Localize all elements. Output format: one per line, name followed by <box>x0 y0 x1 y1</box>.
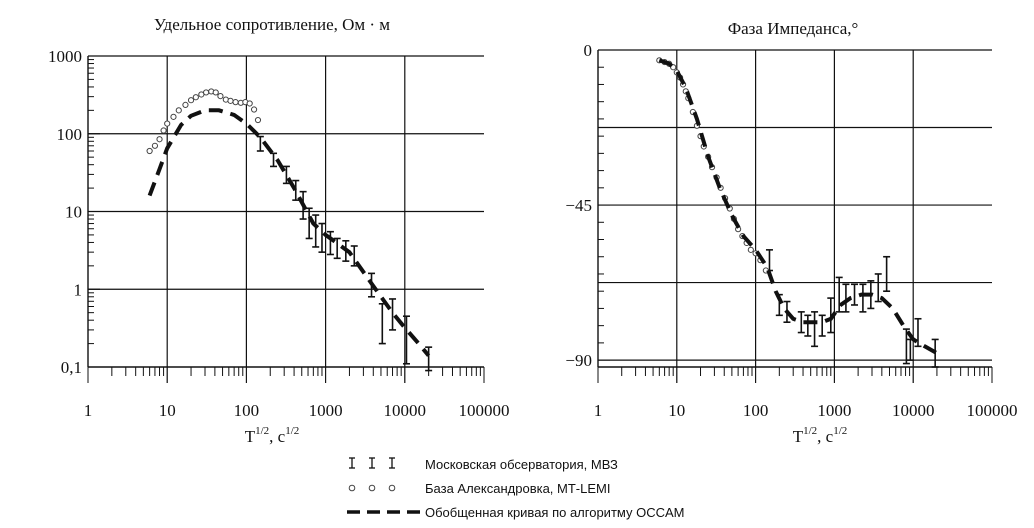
resistivity-mvz-errorbar <box>292 179 300 201</box>
resistivity-lemi-point <box>164 120 171 127</box>
phase-x-tick-label: 1000 <box>817 401 851 420</box>
phase-y-tick-label: 0 <box>584 41 593 60</box>
phase-mvz-errorbar <box>835 276 843 313</box>
resistivity-occam-curve <box>147 108 431 357</box>
legend-label-occam: Обобщенная кривая по алгоритму OCCAM <box>425 505 685 520</box>
legend-circle-marker <box>348 484 396 492</box>
resistivity-y-tick-label: 100 <box>57 125 83 144</box>
legend-label-aleksandrovka: База Александровка, МТ-LEMI <box>425 481 610 496</box>
resistivity-lemi-point <box>151 142 159 149</box>
phase-x-tick-label: 10000 <box>892 401 935 420</box>
resistivity-mvz-errorbar <box>402 315 410 365</box>
resistivity-y-tick-label: 1000 <box>48 47 82 66</box>
phase-occam-curve <box>658 58 938 355</box>
phase-mvz-errorbar <box>914 317 922 348</box>
phase-mvz-errorbar <box>902 328 910 365</box>
phase-mvz-errorbar <box>827 297 835 334</box>
resistivity-x-tick-label: 100000 <box>459 401 510 420</box>
phase-mvz-errorbar <box>883 255 891 292</box>
legend: Московская обсерватория, МВЗ База Алекса… <box>347 457 685 520</box>
phase-mvz-errorbar <box>851 283 859 306</box>
resistivity-lemi-point <box>217 92 224 100</box>
legend-item-moscow: Московская обсерватория, МВЗ <box>349 457 618 472</box>
phase-mvz-errorbar <box>874 273 882 303</box>
phase-x-tick-label: 1 <box>594 401 603 420</box>
resistivity-y-tick-label: 1 <box>74 280 83 299</box>
phase-chart-xlabel: T1/2, с1/2 <box>793 425 848 446</box>
resistivity-mvz-errorbar <box>256 135 264 152</box>
phase-chart-title: Фаза Импеданса,° <box>728 19 859 38</box>
resistivity-x-tick-label: 1 <box>84 401 93 420</box>
resistivity-lemi-point <box>227 97 234 104</box>
resistivity-lemi-point <box>156 136 163 143</box>
resistivity-x-tick-label: 10 <box>159 401 176 420</box>
resistivity-lemi-point <box>212 89 219 96</box>
phase-y-tick-label: −90 <box>565 351 592 370</box>
resistivity-mvz-errorbar <box>350 245 358 267</box>
resistivity-lemi-point <box>187 97 195 104</box>
phase-y-tick-label: −45 <box>565 196 592 215</box>
legend-item-occam: Обобщенная кривая по алгоритму OCCAM <box>347 505 685 520</box>
resistivity-y-tick-label: 10 <box>65 203 82 222</box>
phase-x-tick-label: 100 <box>743 401 769 420</box>
legend-circle <box>348 484 356 492</box>
phase-mvz-errorbar <box>842 283 850 313</box>
resistivity-mvz-errorbar <box>378 302 386 345</box>
resistivity-x-tick-label: 1000 <box>309 401 343 420</box>
resistivity-lemi-point <box>203 89 210 96</box>
resistivity-chart-xlabel: T1/2, с1/2 <box>245 425 300 446</box>
legend-errorbar-marker <box>349 457 395 469</box>
resistivity-chart-title: Удельное сопротивление, Ом · м <box>154 15 390 34</box>
resistivity-y-tick-label: 0,1 <box>61 358 82 377</box>
resistivity-mvz-errorbar <box>312 214 320 248</box>
resistivity-lemi-point <box>175 107 182 114</box>
legend-item-aleksandrovka: База Александровка, МТ-LEMI <box>348 481 610 496</box>
resistivity-x-tick-label: 10000 <box>384 401 427 420</box>
resistivity-lemi-point <box>250 106 258 113</box>
resistivity-mvz-errorbar <box>270 152 278 168</box>
resistivity-lemi-point <box>160 127 167 134</box>
phase-x-tick-label: 100000 <box>967 401 1018 420</box>
phase-chart: Фаза Импеданса,° T1/2, с1/2 1 10 100 1000 10… <box>565 19 1017 446</box>
phase-x-tick-label: 10 <box>668 401 685 420</box>
resistivity-mvz-errorbar <box>326 230 334 256</box>
resistivity-lemi-point <box>254 116 262 124</box>
resistivity-chart: Удельное сопротивление, Ом · м T1/2, с1/… <box>48 15 510 446</box>
resistivity-lemi-point <box>232 99 239 106</box>
phase-lemi-point <box>747 246 754 253</box>
legend-circle <box>368 484 376 492</box>
resistivity-lemi-point <box>170 113 177 120</box>
resistivity-mvz-errorbar <box>282 165 290 185</box>
legend-label-moscow: Московская обсерватория, МВЗ <box>425 457 618 472</box>
resistivity-mvz-errorbar <box>389 298 397 331</box>
phase-mvz-errorbar <box>797 311 805 334</box>
resistivity-lemi-point <box>246 100 253 107</box>
resistivity-mvz-errorbar <box>333 237 341 260</box>
resistivity-lemi-point <box>192 94 199 101</box>
resistivity-lemi-point <box>146 147 153 155</box>
resistivity-mvz-errorbar <box>318 222 326 253</box>
resistivity-lemi-point <box>182 101 189 108</box>
phase-mvz-errorbar <box>818 314 826 337</box>
phase-mvz-errorbar <box>811 311 819 348</box>
phase-mvz-errorbar <box>859 283 867 313</box>
phase-mvz-errorbar <box>765 249 773 272</box>
legend-circle <box>388 484 396 492</box>
phase-mvz-errorbar <box>804 314 812 337</box>
resistivity-x-tick-label: 100 <box>234 401 260 420</box>
resistivity-mvz-errorbar <box>425 346 433 372</box>
